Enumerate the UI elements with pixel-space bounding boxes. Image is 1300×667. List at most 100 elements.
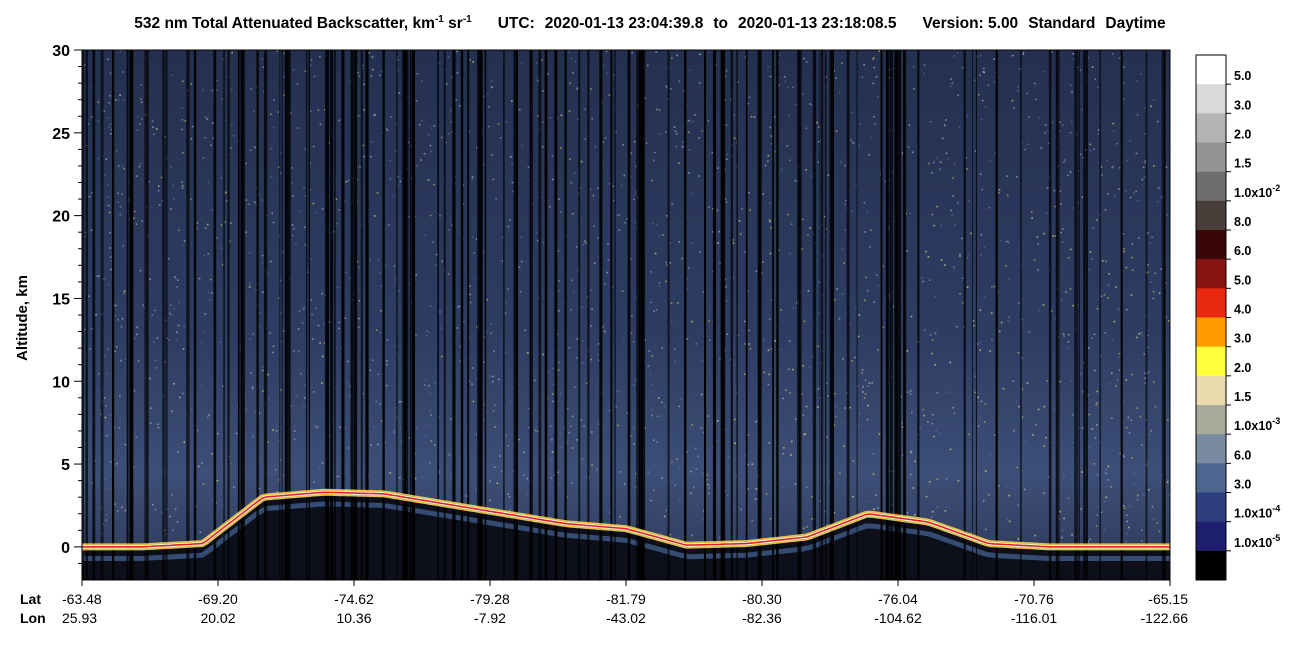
noise-speck	[566, 442, 568, 444]
noise-speck	[933, 435, 935, 438]
noise-speck	[839, 92, 841, 94]
noise-speck	[151, 120, 154, 122]
noise-speck	[420, 159, 422, 161]
noise-speck	[810, 175, 812, 177]
noise-speck	[940, 259, 943, 261]
noise-speck	[230, 147, 232, 150]
noise-speck	[498, 378, 500, 381]
noise-speck	[582, 362, 584, 364]
noise-speck	[581, 340, 584, 342]
noise-speck	[1093, 333, 1096, 336]
noise-speck	[570, 181, 573, 184]
noise-speck	[975, 375, 977, 377]
noise-speck	[603, 324, 605, 327]
noise-speck	[786, 145, 788, 147]
noise-speck	[694, 447, 697, 450]
noise-speck	[338, 209, 341, 211]
noise-speck	[688, 119, 691, 122]
noise-speck	[1116, 142, 1118, 145]
noise-speck	[586, 475, 588, 477]
noise-speck	[655, 441, 658, 443]
noise-speck	[845, 199, 847, 202]
noise-speck	[190, 198, 192, 201]
dropout-column	[334, 50, 336, 580]
noise-speck	[1136, 336, 1138, 339]
noise-speck	[907, 391, 910, 393]
noise-speck	[607, 243, 609, 246]
noise-speck	[1167, 320, 1170, 322]
noise-speck	[1006, 175, 1008, 177]
noise-speck	[317, 109, 320, 111]
noise-speck	[1160, 268, 1162, 270]
noise-speck	[104, 416, 107, 419]
noise-speck	[1067, 347, 1069, 350]
dropout-column	[642, 50, 646, 580]
noise-speck	[1117, 308, 1120, 310]
noise-speck	[707, 492, 710, 495]
colorbar-label-base: 5.0	[1234, 69, 1251, 83]
noise-speck	[558, 198, 560, 201]
noise-speck	[1045, 212, 1048, 214]
noise-speck	[866, 210, 869, 213]
noise-speck	[429, 144, 432, 147]
noise-speck	[398, 92, 401, 94]
noise-speck	[465, 495, 468, 497]
noise-speck	[706, 474, 709, 476]
noise-speck	[622, 143, 624, 146]
noise-speck	[923, 72, 925, 75]
noise-speck	[717, 420, 719, 422]
noise-speck	[1057, 165, 1060, 168]
noise-speck	[121, 506, 123, 508]
noise-speck	[450, 418, 452, 420]
noise-speck	[1168, 494, 1170, 497]
noise-speck	[400, 440, 402, 443]
noise-speck	[1140, 73, 1142, 76]
noise-speck	[1091, 337, 1093, 340]
noise-speck	[138, 165, 141, 168]
noise-speck	[851, 360, 853, 362]
noise-speck	[1061, 536, 1063, 539]
noise-speck	[1024, 440, 1027, 443]
noise-speck	[982, 500, 985, 502]
colorbar-swatch	[1196, 521, 1226, 552]
noise-speck	[966, 114, 968, 117]
noise-speck	[454, 374, 457, 376]
noise-speck	[851, 141, 854, 143]
dropout-column	[1074, 50, 1076, 580]
noise-speck	[934, 364, 937, 366]
noise-speck	[827, 395, 829, 397]
noise-speck	[652, 222, 654, 225]
noise-speck	[604, 137, 607, 139]
noise-speck	[658, 109, 661, 111]
noise-speck	[559, 211, 562, 214]
noise-speck	[676, 458, 678, 460]
noise-speck	[1043, 232, 1045, 235]
dropout-column	[503, 50, 505, 580]
noise-speck	[349, 385, 352, 388]
noise-speck	[262, 390, 264, 392]
noise-speck	[1069, 171, 1072, 173]
noise-speck	[154, 508, 157, 511]
noise-speck	[335, 181, 337, 184]
noise-speck	[762, 193, 764, 195]
x-tick-lon: -43.02	[606, 610, 646, 626]
noise-speck	[656, 415, 659, 418]
noise-speck	[945, 506, 948, 508]
noise-speck	[1123, 507, 1126, 510]
noise-speck	[695, 343, 697, 345]
noise-speck	[869, 246, 871, 248]
noise-speck	[792, 307, 795, 309]
noise-speck	[380, 309, 382, 312]
noise-speck	[568, 431, 570, 434]
noise-speck	[439, 215, 441, 217]
noise-speck	[1116, 379, 1119, 382]
noise-speck	[426, 334, 428, 337]
noise-speck	[117, 192, 119, 194]
noise-speck	[768, 219, 771, 222]
noise-speck	[1018, 405, 1020, 408]
noise-speck	[248, 252, 251, 254]
noise-speck	[927, 421, 929, 423]
dropout-column	[531, 50, 533, 580]
noise-speck	[261, 199, 263, 201]
noise-speck	[469, 58, 471, 61]
